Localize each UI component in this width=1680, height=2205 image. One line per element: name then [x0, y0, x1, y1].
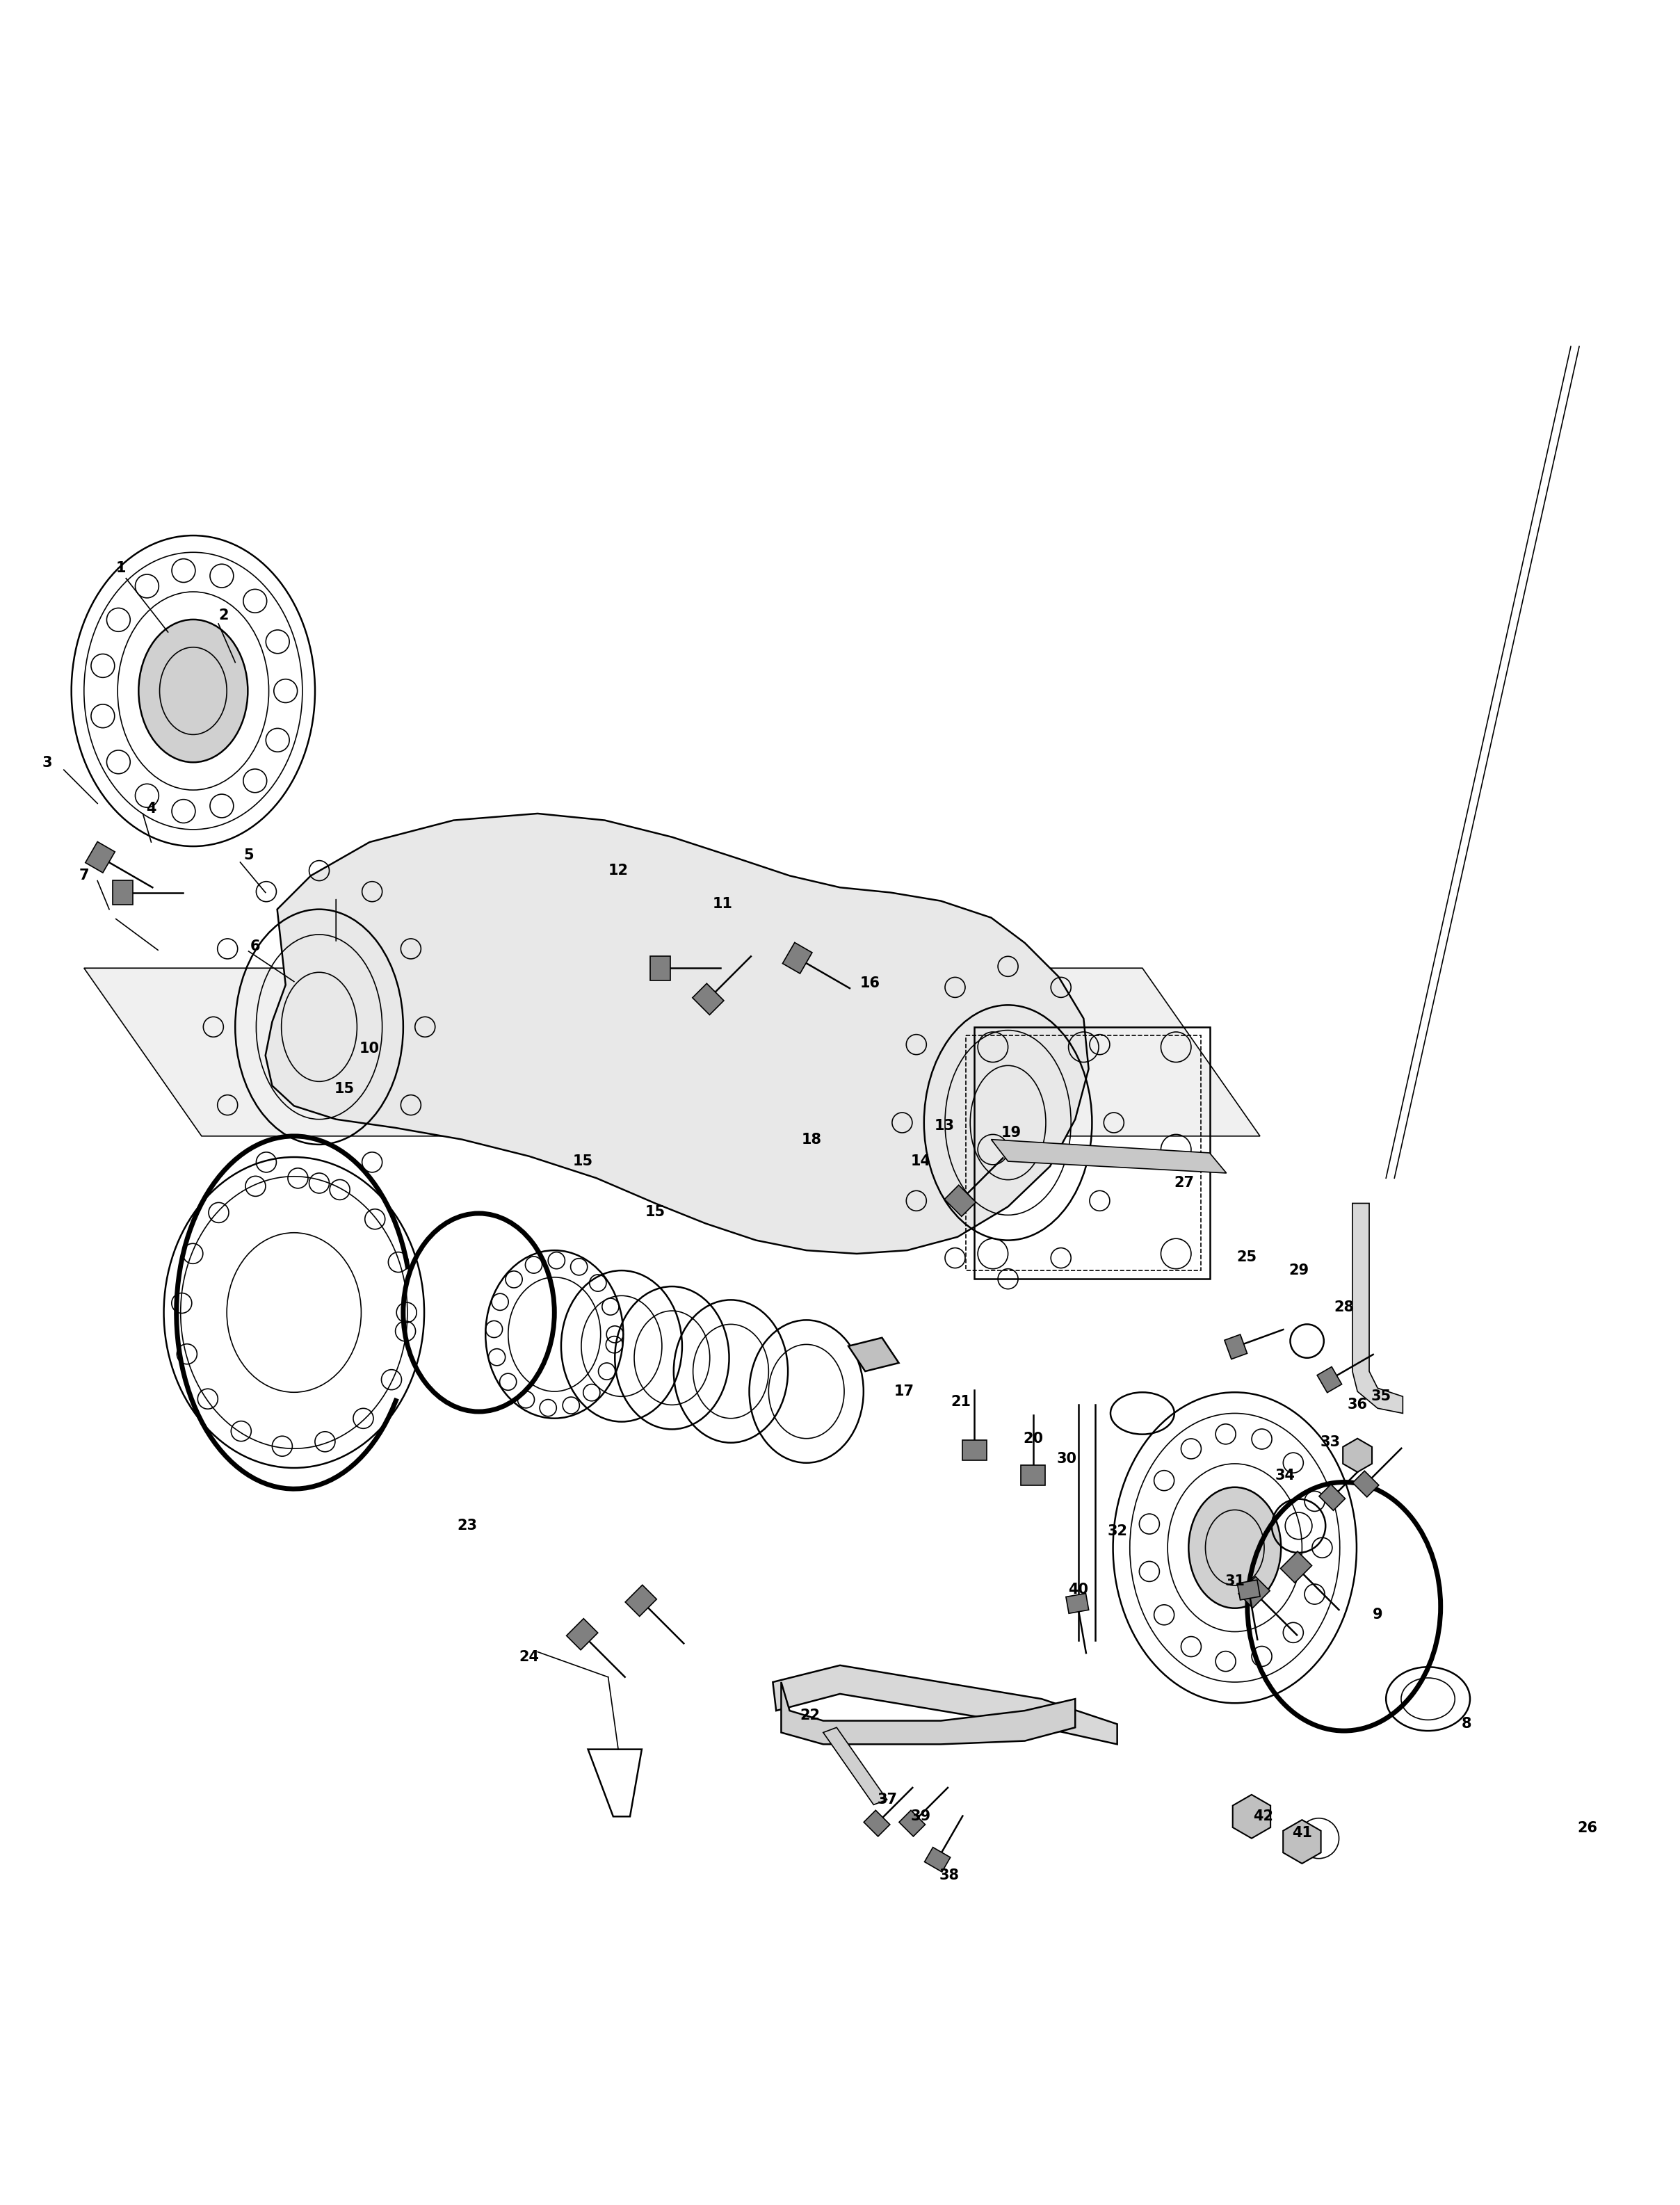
Text: 10: 10 [360, 1041, 380, 1056]
Text: 28: 28 [1334, 1301, 1354, 1314]
Ellipse shape [139, 620, 249, 763]
Text: 18: 18 [801, 1133, 822, 1147]
Text: 39: 39 [911, 1810, 931, 1824]
Text: 15: 15 [573, 1155, 593, 1169]
Polygon shape [1342, 1438, 1373, 1473]
Polygon shape [1284, 1819, 1320, 1863]
Text: 15: 15 [334, 1083, 354, 1096]
Text: 2: 2 [218, 609, 228, 622]
Text: 40: 40 [1068, 1583, 1089, 1596]
Text: 17: 17 [894, 1385, 914, 1398]
Polygon shape [783, 942, 811, 975]
Text: 16: 16 [860, 977, 880, 990]
Polygon shape [625, 1585, 657, 1616]
Text: 8: 8 [1462, 1718, 1472, 1731]
Polygon shape [781, 1682, 1075, 1744]
Text: 34: 34 [1275, 1469, 1295, 1482]
Polygon shape [566, 1618, 598, 1649]
Polygon shape [1352, 1471, 1379, 1497]
Polygon shape [1238, 1577, 1270, 1607]
Polygon shape [692, 983, 724, 1014]
Polygon shape [1065, 1594, 1089, 1614]
Text: 14: 14 [911, 1155, 931, 1169]
Text: 29: 29 [1289, 1263, 1309, 1277]
Polygon shape [1225, 1334, 1247, 1358]
Text: 5: 5 [244, 849, 254, 862]
Text: 13: 13 [934, 1120, 954, 1133]
Text: 42: 42 [1253, 1810, 1273, 1824]
Polygon shape [899, 1810, 926, 1837]
Text: 15: 15 [645, 1204, 665, 1219]
Polygon shape [1236, 1581, 1260, 1601]
Text: 7: 7 [79, 869, 89, 882]
Polygon shape [113, 880, 133, 904]
Text: 23: 23 [457, 1519, 477, 1532]
Polygon shape [650, 957, 670, 981]
Polygon shape [1352, 1204, 1403, 1413]
Polygon shape [1021, 1466, 1045, 1486]
Text: 22: 22 [800, 1709, 820, 1722]
Text: 24: 24 [519, 1649, 539, 1665]
Polygon shape [773, 1665, 1117, 1744]
Polygon shape [1317, 1367, 1342, 1394]
Text: 26: 26 [1578, 1821, 1598, 1835]
Text: 25: 25 [1236, 1250, 1257, 1263]
Text: 20: 20 [1023, 1431, 1043, 1446]
Text: 3: 3 [42, 756, 52, 770]
Polygon shape [848, 1338, 899, 1372]
Text: 31: 31 [1225, 1574, 1245, 1588]
Polygon shape [823, 1727, 887, 1804]
Polygon shape [265, 814, 1089, 1255]
Text: 36: 36 [1347, 1398, 1368, 1411]
Text: 12: 12 [608, 864, 628, 878]
Polygon shape [963, 1440, 986, 1460]
Polygon shape [944, 1184, 976, 1217]
Text: 27: 27 [1174, 1175, 1194, 1191]
Text: 38: 38 [939, 1868, 959, 1883]
Text: 21: 21 [951, 1394, 971, 1409]
Polygon shape [1233, 1795, 1270, 1839]
Text: 33: 33 [1320, 1435, 1341, 1449]
Text: 30: 30 [1057, 1451, 1077, 1466]
Polygon shape [1319, 1484, 1346, 1510]
Text: 1: 1 [116, 562, 126, 576]
Text: 32: 32 [1107, 1524, 1127, 1537]
Text: 11: 11 [712, 897, 732, 911]
Text: 37: 37 [877, 1793, 897, 1806]
Polygon shape [1280, 1552, 1312, 1583]
Text: 4: 4 [146, 803, 156, 816]
Polygon shape [991, 1140, 1226, 1173]
Polygon shape [864, 1810, 890, 1837]
Ellipse shape [1188, 1486, 1282, 1607]
Text: 19: 19 [1001, 1127, 1021, 1140]
Text: 9: 9 [1373, 1607, 1383, 1623]
Polygon shape [86, 842, 114, 873]
Text: 35: 35 [1371, 1389, 1391, 1402]
Text: 41: 41 [1292, 1826, 1312, 1841]
Text: 6: 6 [250, 939, 260, 953]
Polygon shape [84, 968, 1260, 1136]
Polygon shape [924, 1848, 951, 1872]
